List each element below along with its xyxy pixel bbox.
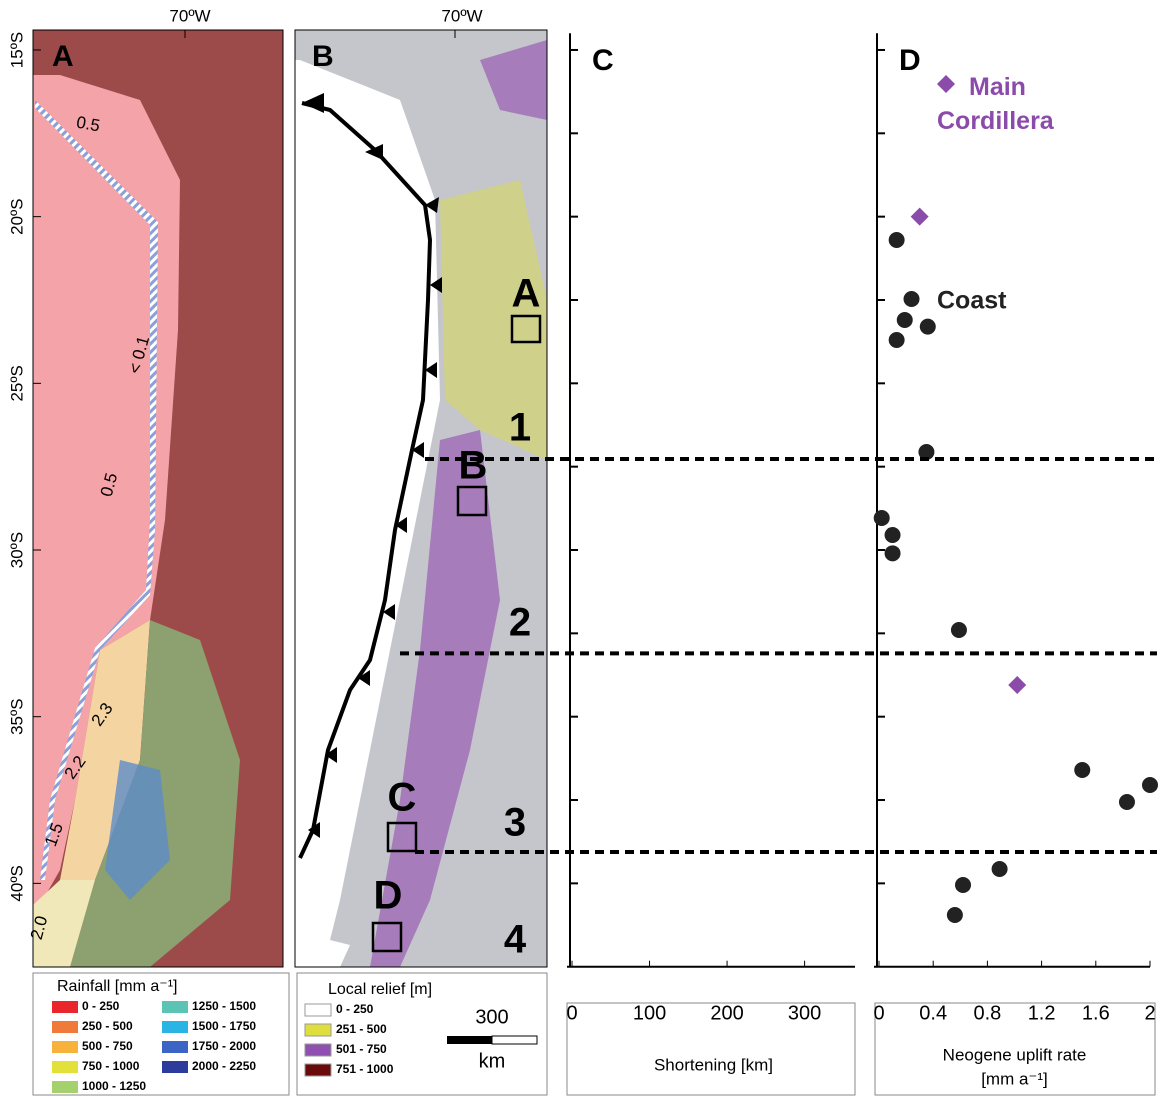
legend-label: 251 - 500: [336, 1022, 387, 1036]
point: [888, 231, 905, 248]
lat-label: 15ºS: [7, 32, 26, 68]
legend-label: 1250 - 1500: [192, 999, 256, 1013]
legend-title: Local relief [m]: [328, 981, 432, 998]
legend-label: Main Cordillera: [937, 73, 1054, 135]
legend-label: 0 - 250: [336, 1002, 374, 1016]
x-tick-label: 0.8: [973, 1002, 1001, 1024]
contour-label: 0.5: [75, 113, 102, 136]
legend-swatch: [52, 1021, 78, 1033]
scale-unit: km: [479, 1050, 506, 1072]
x-tick-label: 0.4: [919, 1002, 947, 1024]
legend-swatch: [52, 1081, 78, 1093]
legend-swatch: [162, 1041, 188, 1053]
legend-label: 750 - 1000: [82, 1059, 140, 1073]
point: [919, 318, 936, 335]
lon-label: 70ºW: [169, 6, 210, 25]
panel-label: C: [592, 44, 614, 77]
point: [888, 331, 905, 348]
point: [1008, 676, 1027, 695]
xlabel-box: [874, 1002, 1156, 1096]
point: [873, 510, 890, 527]
legend-swatch: [304, 1043, 332, 1057]
point: [884, 527, 901, 544]
legend-swatch: [52, 1041, 78, 1053]
lat-label: 25ºS: [7, 365, 26, 401]
site-label: C: [388, 776, 417, 820]
x-tick-label: 2: [1144, 1002, 1155, 1024]
legend-swatch: [304, 1003, 332, 1017]
point: [946, 907, 963, 924]
legend-a-box: [32, 972, 290, 1096]
legend-title: Rainfall [mm a⁻¹]: [57, 978, 177, 995]
point: [1074, 762, 1091, 779]
legend-swatch: [304, 1063, 332, 1077]
legend-label: 751 - 1000: [336, 1062, 394, 1076]
legend-swatch: [162, 1021, 188, 1033]
legend-swatch: [162, 1061, 188, 1073]
x-tick-label: 1.6: [1082, 1002, 1110, 1024]
map-b: [294, 29, 548, 968]
point: [1118, 794, 1135, 811]
x-tick-label: 0: [873, 1002, 884, 1024]
point: [1142, 777, 1158, 794]
panel-label: B: [312, 40, 334, 73]
point: [910, 207, 929, 226]
point: [991, 861, 1008, 878]
point: [955, 877, 972, 894]
legend-label: 250 - 500: [82, 1019, 133, 1033]
legend-label: 1750 - 2000: [192, 1039, 256, 1053]
panel-label: A: [52, 40, 74, 73]
legend-label: 2000 - 2250: [192, 1059, 256, 1073]
x-tick-label: 300: [788, 1002, 821, 1024]
point: [950, 622, 967, 639]
site-label: A: [512, 272, 541, 316]
legend-swatch: [52, 1061, 78, 1073]
xlabel-box: [566, 1002, 856, 1096]
legend-b-box: [296, 972, 548, 1096]
zone-label: 2: [509, 601, 531, 645]
legend-swatch: [304, 1023, 332, 1037]
x-tick-label: 1.2: [1028, 1002, 1056, 1024]
lon-label: 70ºW: [441, 6, 482, 25]
map-a: [32, 29, 284, 968]
legend-label: 1500 - 1750: [192, 1019, 256, 1033]
x-tick-label: 100: [633, 1002, 666, 1024]
x-tick-label: 0: [566, 1002, 577, 1024]
legend-swatch: [52, 1001, 78, 1013]
panel-label: D: [899, 44, 921, 77]
legend-label: 500 - 750: [82, 1039, 133, 1053]
x-axis-label: Neogene uplift rate: [943, 1045, 1087, 1064]
point: [918, 443, 935, 460]
point: [884, 545, 901, 562]
series-label: Coast: [937, 287, 1007, 315]
legend-label: 501 - 750: [336, 1042, 387, 1056]
x-axis-label: Shortening [km]: [654, 1055, 773, 1074]
zone-label: 1: [509, 406, 531, 450]
scale-value: 300: [475, 1006, 508, 1028]
lat-label: 35ºS: [7, 698, 26, 734]
legend-label: 1000 - 1250: [82, 1079, 146, 1093]
lat-label: 20ºS: [7, 198, 26, 234]
legend-marker: [937, 75, 955, 93]
x-axis-unit: [mm a⁻¹]: [981, 1069, 1048, 1088]
x-tick-label: 200: [710, 1002, 743, 1024]
site-label: B: [459, 444, 488, 488]
lat-label: 40ºS: [7, 865, 26, 901]
point: [896, 311, 913, 328]
legend-swatch: [162, 1001, 188, 1013]
zone-label: 4: [504, 918, 527, 962]
zone-label: 3: [504, 801, 526, 845]
site-label: D: [374, 874, 403, 918]
lat-label: 30ºS: [7, 532, 26, 568]
point: [903, 290, 920, 307]
legend-label: 0 - 250: [82, 999, 120, 1013]
